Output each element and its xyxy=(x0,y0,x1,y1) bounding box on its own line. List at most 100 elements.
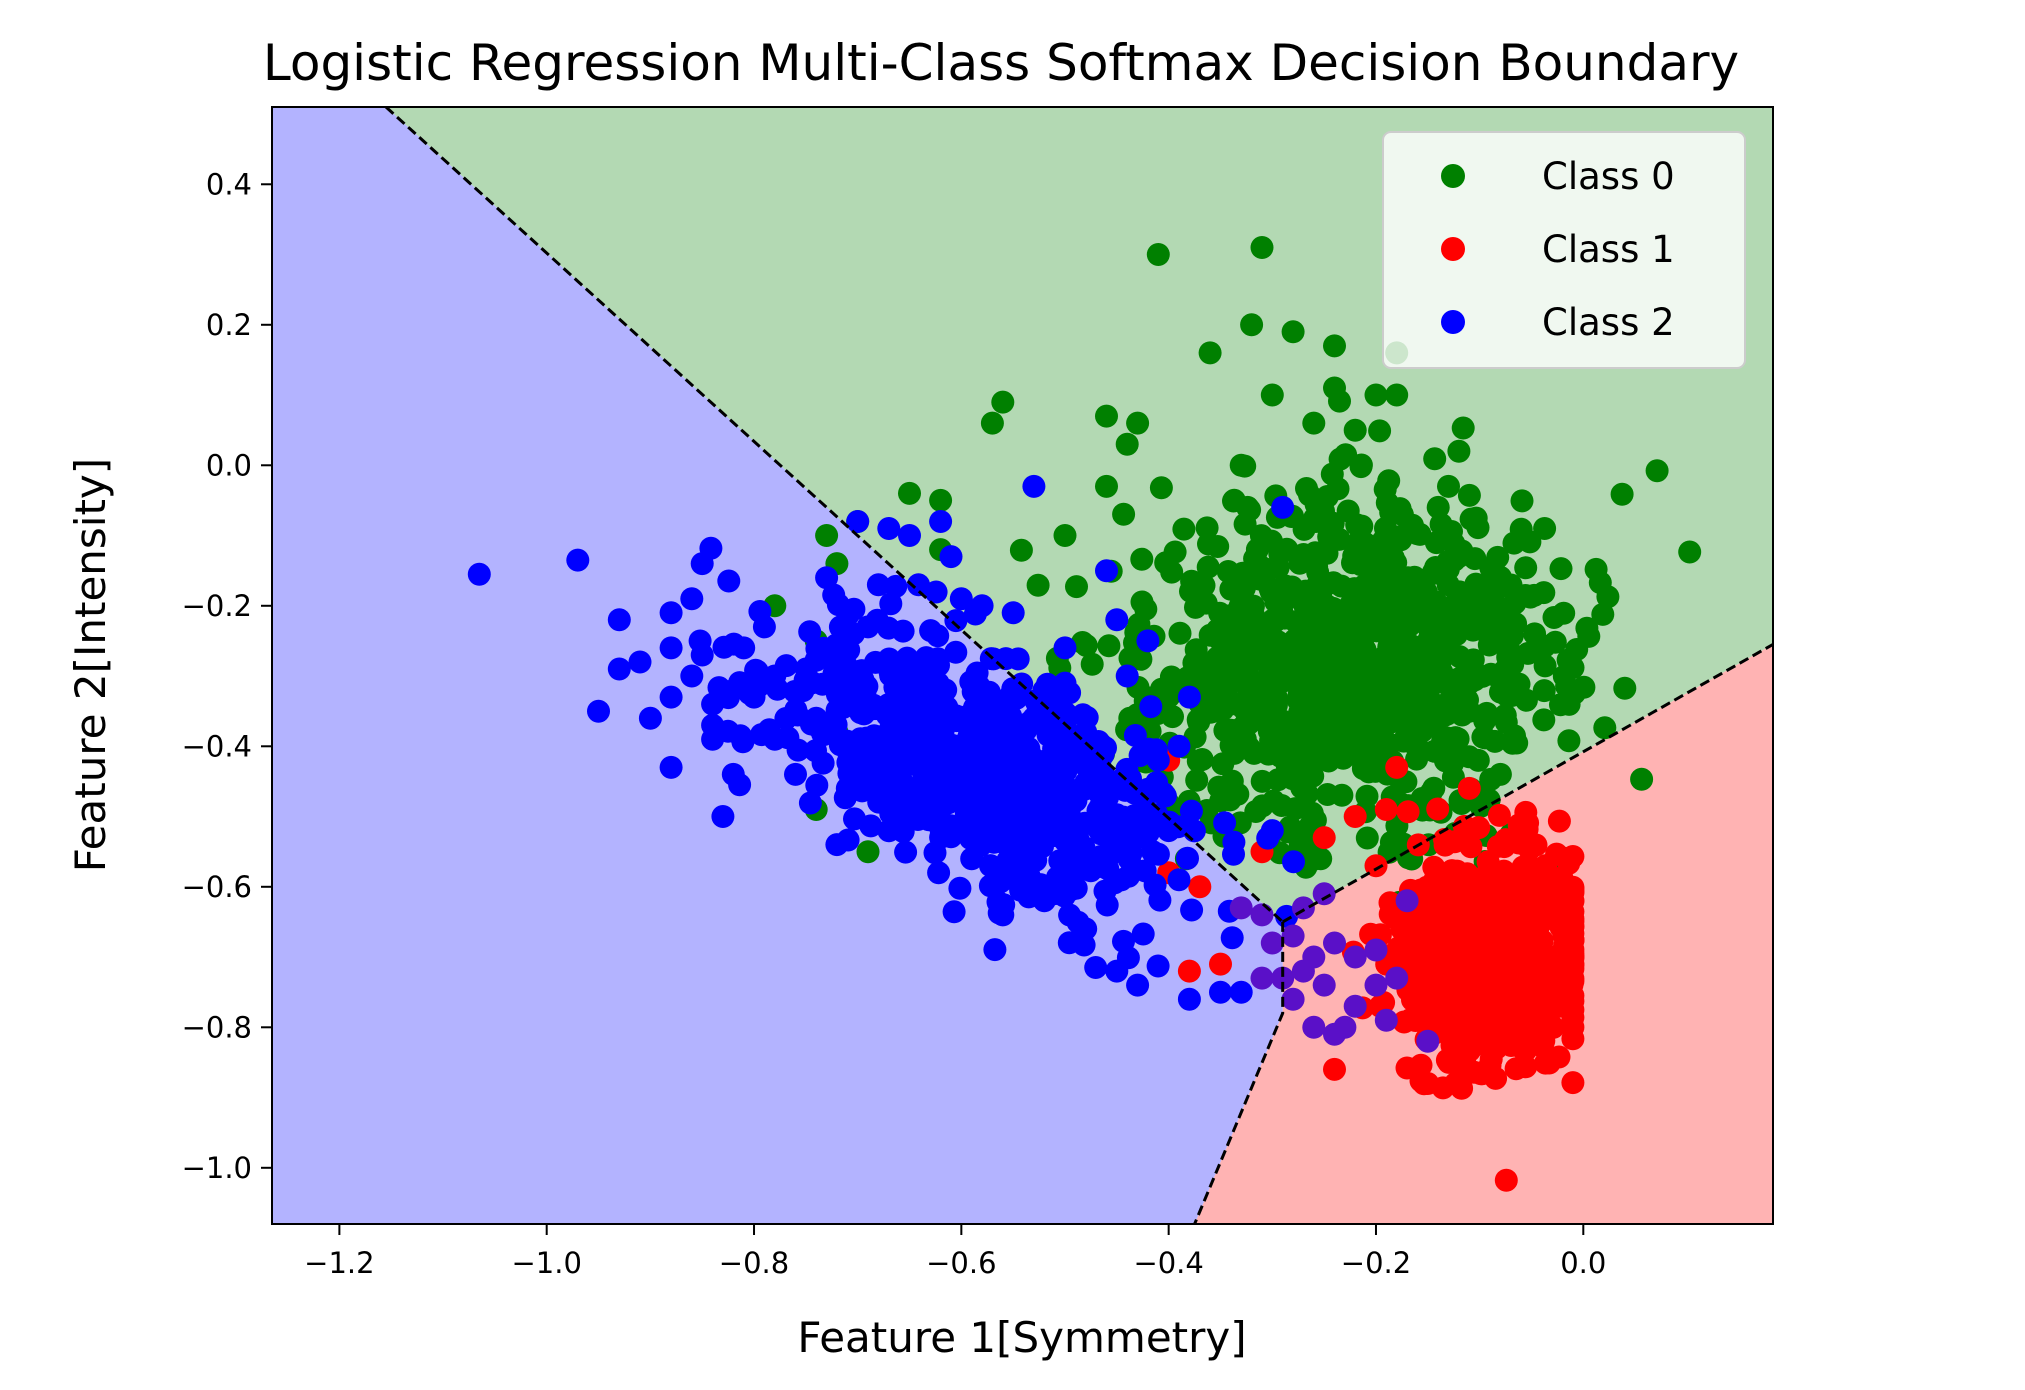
point-class-2 xyxy=(856,615,880,639)
point-class-0 xyxy=(1532,679,1556,703)
point-class-2 xyxy=(826,593,850,617)
point-class-2 xyxy=(1145,803,1169,827)
point-class-2 xyxy=(994,647,1018,671)
y-axis-label: Feature 2[Intensity] xyxy=(66,458,115,872)
point-overlap xyxy=(1374,1008,1398,1032)
point-class-2 xyxy=(967,674,991,698)
point-class-2 xyxy=(1094,776,1118,800)
point-class-0 xyxy=(1557,729,1581,753)
point-class-2 xyxy=(1153,784,1177,808)
point-class-0 xyxy=(1273,606,1297,630)
point-class-0 xyxy=(980,411,1004,435)
point-class-0 xyxy=(1349,453,1373,477)
point-class-1 xyxy=(1406,970,1430,994)
point-class-1 xyxy=(1504,1057,1528,1081)
point-class-2 xyxy=(957,724,981,748)
x-tick-label: −0.6 xyxy=(926,1246,996,1280)
point-class-2 xyxy=(1140,839,1164,863)
point-class-2 xyxy=(949,587,973,611)
point-class-0 xyxy=(1368,419,1392,443)
point-class-2 xyxy=(835,654,859,678)
point-class-0 xyxy=(1575,616,1599,640)
point-class-2 xyxy=(1071,703,1095,727)
point-overlap xyxy=(1312,882,1336,906)
point-class-0 xyxy=(1149,476,1173,500)
point-class-2 xyxy=(904,664,928,688)
point-class-2 xyxy=(1222,842,1245,866)
point-class-2 xyxy=(942,900,966,924)
point-class-0 xyxy=(1447,439,1471,463)
point-class-2 xyxy=(1213,811,1237,835)
point-class-0 xyxy=(1514,556,1538,580)
point-class-2 xyxy=(659,755,683,779)
point-overlap xyxy=(1281,987,1305,1011)
point-class-2 xyxy=(879,592,903,616)
point-class-0 xyxy=(1593,716,1617,740)
point-class-1 xyxy=(1557,851,1581,875)
point-class-2 xyxy=(983,938,1007,962)
point-class-2 xyxy=(1032,679,1056,702)
point-class-0 xyxy=(1238,498,1262,522)
point-class-2 xyxy=(786,738,810,762)
point-class-2 xyxy=(929,510,953,533)
x-tick-label: −0.2 xyxy=(1341,1246,1411,1280)
point-class-1 xyxy=(1385,755,1409,779)
point-class-0 xyxy=(1310,658,1334,682)
decision-boundaries xyxy=(384,107,1773,1224)
point-class-0 xyxy=(1596,585,1620,609)
point-class-2 xyxy=(1005,686,1028,710)
point-class-0 xyxy=(1533,517,1557,540)
point-class-2 xyxy=(1119,841,1143,865)
point-class-0 xyxy=(1496,645,1520,669)
point-class-1 xyxy=(1549,915,1573,939)
point-class-1 xyxy=(1545,995,1569,1019)
point-class-2 xyxy=(883,675,907,699)
point-class-2 xyxy=(979,721,1003,745)
point-class-2 xyxy=(877,517,901,540)
point-class-1 xyxy=(1509,956,1533,980)
point-class-2 xyxy=(876,616,900,640)
point-class-0 xyxy=(1435,672,1459,696)
point-class-1 xyxy=(1524,990,1547,1014)
point-class-0 xyxy=(1309,581,1333,605)
point-class-0 xyxy=(1549,557,1573,581)
point-class-0 xyxy=(1355,784,1379,808)
point-class-0 xyxy=(1495,684,1519,708)
point-class-0 xyxy=(1572,675,1596,699)
point-class-2 xyxy=(1074,720,1098,744)
point-class-0 xyxy=(1461,648,1485,672)
point-class-1 xyxy=(1561,880,1585,904)
point-class-1 xyxy=(1209,952,1232,976)
point-class-2 xyxy=(728,724,752,748)
point-class-2 xyxy=(991,903,1015,927)
x-tick-label: −0.4 xyxy=(1133,1246,1203,1280)
point-class-1 xyxy=(1391,944,1414,968)
point-class-0 xyxy=(1321,596,1345,620)
point-class-1 xyxy=(1516,866,1540,890)
point-class-2 xyxy=(877,819,901,843)
point-class-2 xyxy=(1271,495,1295,519)
point-class-2 xyxy=(1177,685,1201,709)
point-class-0 xyxy=(1290,776,1314,800)
point-class-2 xyxy=(907,573,930,597)
legend-label-class-1: Class 1 xyxy=(1542,228,1675,271)
point-class-2 xyxy=(798,620,822,644)
point-class-1 xyxy=(1374,798,1398,821)
point-class-1 xyxy=(1533,948,1557,972)
point-class-0 xyxy=(1026,573,1050,597)
point-class-2 xyxy=(866,573,890,597)
point-class-2 xyxy=(908,681,932,705)
point-class-2 xyxy=(467,562,491,586)
point-class-2 xyxy=(607,608,631,632)
point-class-0 xyxy=(1630,767,1654,791)
point-class-0 xyxy=(1009,538,1033,562)
point-class-0 xyxy=(1287,683,1311,706)
point-class-1 xyxy=(1392,916,1416,940)
point-class-2 xyxy=(898,524,921,547)
point-class-0 xyxy=(1494,710,1518,734)
point-class-0 xyxy=(1388,497,1412,521)
point-class-1 xyxy=(1514,1038,1538,1062)
x-tick-label: 0.0 xyxy=(1560,1246,1606,1280)
chart-title: Logistic Regression Multi-Class Softmax … xyxy=(263,34,1739,92)
point-class-2 xyxy=(895,646,919,670)
